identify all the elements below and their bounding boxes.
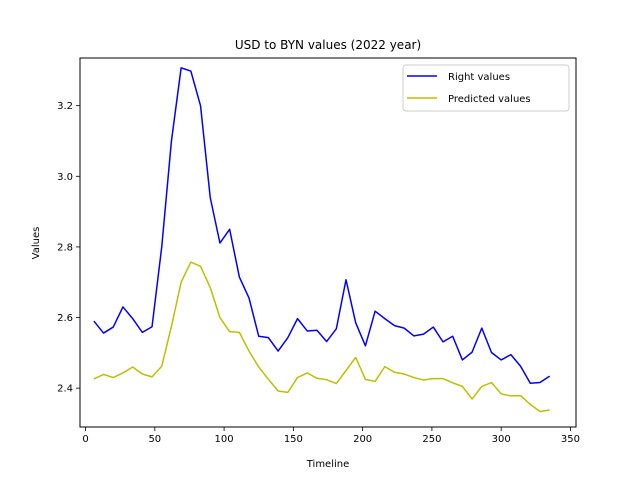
x-tick-label: 50 — [148, 434, 161, 445]
legend: Right values Predicted values — [402, 64, 570, 112]
x-tick-label: 350 — [561, 434, 580, 445]
y-tick-label: 3.2 — [57, 101, 73, 112]
x-tick-label: 0 — [82, 434, 88, 445]
legend-box — [402, 64, 570, 112]
legend-label-predicted-values: Predicted values — [448, 94, 531, 105]
series-line-right-values — [93, 67, 551, 384]
x-tick-label: 100 — [215, 434, 234, 445]
x-tick-label: 200 — [353, 434, 372, 445]
y-tick-label: 3.0 — [57, 172, 73, 183]
y-axis-label: Values — [31, 227, 42, 260]
y-axis-ticks: 2.4 2.6 2.8 3.0 3.2 — [57, 101, 80, 395]
series-line-predicted-values — [93, 261, 550, 413]
y-tick-label: 2.6 — [57, 313, 73, 324]
y-tick-label: 2.8 — [57, 242, 73, 253]
x-axis-ticks: 0 50 100 150 200 250 300 350 — [82, 427, 580, 445]
chart-title: USD to BYN values (2022 year) — [235, 38, 421, 52]
plot-frame — [79, 57, 577, 428]
x-tick-label: 300 — [492, 434, 511, 445]
plot-lines — [93, 67, 551, 413]
y-tick-label: 2.4 — [57, 384, 73, 395]
x-tick-label: 250 — [422, 434, 441, 445]
legend-label-right-values: Right values — [448, 72, 510, 83]
x-axis-label: Timeline — [306, 459, 350, 470]
x-tick-label: 150 — [284, 434, 303, 445]
